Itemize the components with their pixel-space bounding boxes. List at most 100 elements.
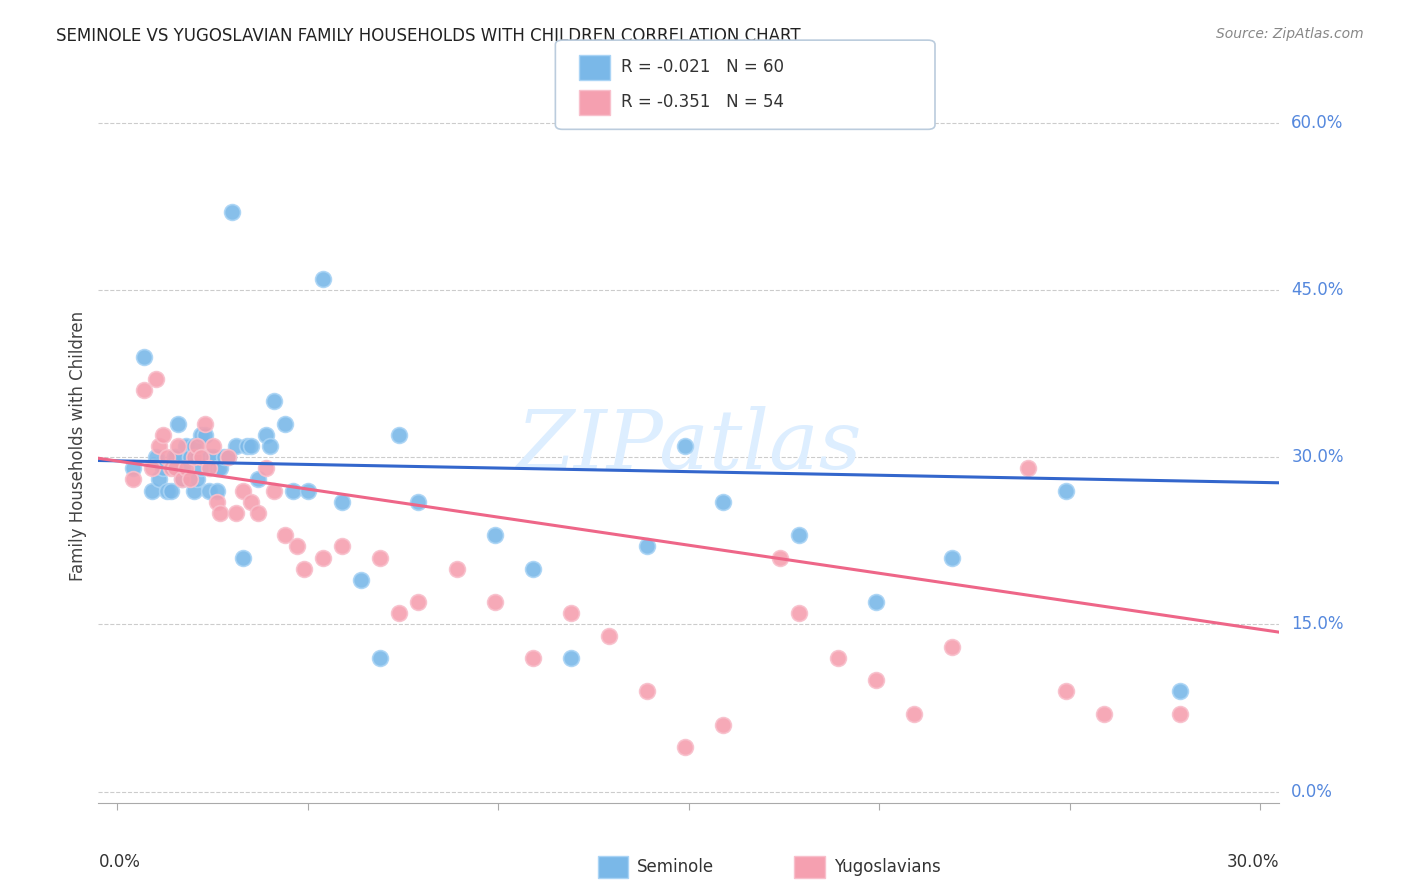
Point — [183, 483, 205, 498]
Point — [201, 450, 224, 464]
Point — [172, 461, 194, 475]
Point — [673, 740, 696, 755]
Point — [212, 450, 235, 464]
Point — [217, 450, 239, 464]
Point — [259, 439, 281, 453]
Point — [205, 494, 228, 508]
Point — [711, 717, 734, 731]
Text: Seminole: Seminole — [637, 858, 714, 876]
Point — [186, 450, 208, 464]
Text: ZIPatlas: ZIPatlas — [516, 406, 862, 486]
Point — [1054, 483, 1077, 498]
Point — [190, 427, 212, 442]
Point — [446, 562, 468, 576]
Point — [179, 450, 201, 464]
Point — [484, 528, 506, 542]
Point — [145, 372, 167, 386]
Point — [141, 461, 163, 475]
Point — [263, 483, 285, 498]
Point — [186, 472, 208, 486]
Point — [194, 417, 217, 431]
Text: SEMINOLE VS YUGOSLAVIAN FAMILY HOUSEHOLDS WITH CHILDREN CORRELATION CHART: SEMINOLE VS YUGOSLAVIAN FAMILY HOUSEHOLD… — [56, 27, 801, 45]
Point — [274, 528, 297, 542]
Point — [254, 461, 277, 475]
Text: 15.0%: 15.0% — [1291, 615, 1344, 633]
Point — [201, 439, 224, 453]
Point — [1170, 706, 1192, 721]
Point — [769, 550, 792, 565]
Point — [388, 427, 411, 442]
Point — [121, 472, 143, 486]
Point — [221, 204, 243, 219]
Point — [198, 461, 221, 475]
Point — [205, 483, 228, 498]
Point — [484, 595, 506, 609]
Point — [205, 461, 228, 475]
Point — [827, 651, 849, 665]
Text: Yugoslavians: Yugoslavians — [834, 858, 941, 876]
Point — [1017, 461, 1039, 475]
Point — [183, 439, 205, 453]
Point — [297, 483, 319, 498]
Point — [148, 439, 170, 453]
Point — [152, 461, 174, 475]
Point — [174, 461, 197, 475]
Text: 60.0%: 60.0% — [1291, 113, 1344, 132]
Point — [941, 640, 963, 654]
Text: 30.0%: 30.0% — [1227, 853, 1279, 871]
Point — [312, 271, 335, 285]
Point — [217, 450, 239, 464]
Point — [225, 439, 247, 453]
Point — [183, 450, 205, 464]
Point — [408, 494, 430, 508]
Point — [239, 494, 262, 508]
Point — [152, 427, 174, 442]
Point — [388, 607, 411, 621]
Point — [370, 651, 392, 665]
Point — [254, 427, 277, 442]
Point — [186, 439, 208, 453]
Point — [174, 439, 197, 453]
Point — [263, 394, 285, 409]
Point — [141, 483, 163, 498]
Point — [281, 483, 304, 498]
Point — [865, 673, 887, 687]
Point — [1092, 706, 1115, 721]
Point — [636, 539, 658, 553]
Point — [163, 450, 186, 464]
Point — [209, 506, 232, 520]
Text: 0.0%: 0.0% — [98, 853, 141, 871]
Point — [560, 651, 582, 665]
Point — [285, 539, 308, 553]
Point — [330, 539, 353, 553]
Point — [179, 472, 201, 486]
Point — [121, 461, 143, 475]
Point — [330, 494, 353, 508]
Point — [247, 472, 270, 486]
Point — [156, 483, 179, 498]
Point — [598, 628, 620, 642]
Point — [163, 450, 186, 464]
Text: R = -0.351   N = 54: R = -0.351 N = 54 — [621, 94, 785, 112]
Point — [134, 384, 156, 398]
Text: Source: ZipAtlas.com: Source: ZipAtlas.com — [1216, 27, 1364, 41]
Point — [179, 450, 201, 464]
Text: 30.0%: 30.0% — [1291, 448, 1344, 467]
Point — [163, 461, 186, 475]
Point — [247, 506, 270, 520]
Point — [159, 483, 181, 498]
Point — [134, 350, 156, 364]
Point — [903, 706, 925, 721]
Point — [370, 550, 392, 565]
Point — [865, 595, 887, 609]
Point — [148, 472, 170, 486]
Point — [673, 439, 696, 453]
Point — [194, 427, 217, 442]
Point — [789, 528, 811, 542]
Point — [1054, 684, 1077, 698]
Point — [941, 550, 963, 565]
Point — [236, 439, 259, 453]
Point — [560, 607, 582, 621]
Point — [190, 450, 212, 464]
Point — [198, 450, 221, 464]
